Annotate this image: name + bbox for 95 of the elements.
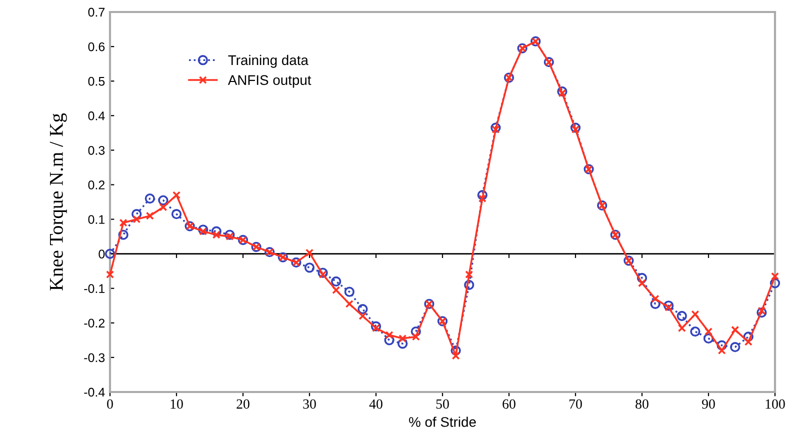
- point: [132, 215, 141, 224]
- point: [132, 209, 142, 220]
- x-axis-title: % of Stride: [409, 416, 476, 427]
- point: [106, 270, 114, 279]
- point: [144, 193, 155, 204]
- y-tick-label: -0.3: [84, 353, 105, 362]
- y-tick-label: -0.4: [84, 388, 105, 397]
- y-tick-label: 0.1: [88, 215, 105, 224]
- x-tick-label: 80: [636, 399, 648, 409]
- point: [676, 310, 687, 322]
- point: [636, 272, 648, 284]
- point: [119, 218, 128, 227]
- x-tick-label: 40: [369, 399, 382, 409]
- x-tick-label: 90: [702, 399, 715, 409]
- point: [199, 227, 208, 236]
- point: [198, 224, 208, 235]
- point: [384, 335, 394, 346]
- point: [358, 312, 367, 320]
- point: [477, 190, 488, 200]
- point: [557, 86, 568, 97]
- point: [730, 342, 740, 352]
- x-tick-label: 50: [436, 399, 449, 409]
- legend-label: Training data: [228, 54, 308, 68]
- point: [570, 122, 581, 133]
- point: [478, 194, 486, 203]
- point: [464, 280, 474, 290]
- point: [345, 300, 354, 308]
- point: [718, 346, 726, 355]
- point: [224, 230, 235, 240]
- point: [758, 306, 766, 315]
- y-tick-label: 0.7: [88, 8, 105, 17]
- point: [571, 125, 580, 134]
- point: [172, 191, 181, 200]
- x-tick-label: 0: [107, 399, 113, 409]
- point: [744, 338, 752, 346]
- point: [398, 338, 408, 349]
- x-tick-label: 60: [502, 399, 516, 409]
- y-tick-label: 0.6: [88, 42, 105, 52]
- x-tick-label: 10: [170, 399, 183, 409]
- point: [159, 203, 168, 212]
- point: [304, 262, 315, 273]
- point: [650, 298, 660, 309]
- point: [305, 248, 314, 257]
- point: [756, 307, 767, 318]
- point: [385, 330, 394, 340]
- legend-label: ANFIS output: [228, 75, 312, 88]
- point: [372, 324, 380, 332]
- point: [465, 270, 474, 279]
- point: [318, 270, 327, 279]
- point: [226, 232, 234, 241]
- point: [398, 334, 407, 342]
- y-tick-label: -0.2: [84, 318, 105, 328]
- point: [678, 324, 686, 332]
- point: [212, 230, 220, 239]
- point: [703, 333, 714, 344]
- point: [770, 272, 780, 280]
- y-tick-label: 0.2: [88, 180, 105, 190]
- point: [664, 300, 674, 311]
- point: [146, 212, 154, 220]
- y-axis-title: Knee Torque N.m / Kg: [50, 113, 67, 290]
- y-tick-label: 0: [98, 250, 105, 258]
- x-tick-label: 20: [236, 399, 250, 409]
- point: [171, 209, 182, 220]
- point: [344, 286, 354, 297]
- point: [331, 276, 342, 287]
- point: [558, 89, 566, 98]
- point: [118, 230, 128, 240]
- point: [318, 268, 328, 278]
- y-tick-label: 0.4: [88, 111, 105, 120]
- point: [638, 279, 646, 288]
- point: [704, 328, 713, 336]
- x-tick-label: 100: [766, 399, 785, 409]
- point: [211, 226, 222, 236]
- point: [651, 294, 660, 303]
- point: [770, 278, 780, 288]
- point: [158, 195, 168, 206]
- point: [492, 125, 500, 134]
- y-tick-label: -0.1: [84, 284, 105, 294]
- point: [410, 326, 421, 337]
- point: [104, 248, 116, 259]
- point: [690, 326, 700, 337]
- point: [332, 286, 340, 294]
- point: [664, 303, 673, 312]
- point: [412, 332, 420, 341]
- point: [490, 122, 501, 133]
- y-tick-label: 0.5: [88, 76, 105, 86]
- point: [370, 321, 382, 332]
- y-tick-label: 0.3: [88, 146, 105, 155]
- x-tick-label: 70: [569, 399, 582, 409]
- x-tick-label: 30: [303, 399, 316, 409]
- point: [731, 326, 740, 334]
- point: [358, 304, 368, 314]
- point: [716, 340, 727, 350]
- point: [452, 352, 460, 360]
- point: [691, 310, 700, 318]
